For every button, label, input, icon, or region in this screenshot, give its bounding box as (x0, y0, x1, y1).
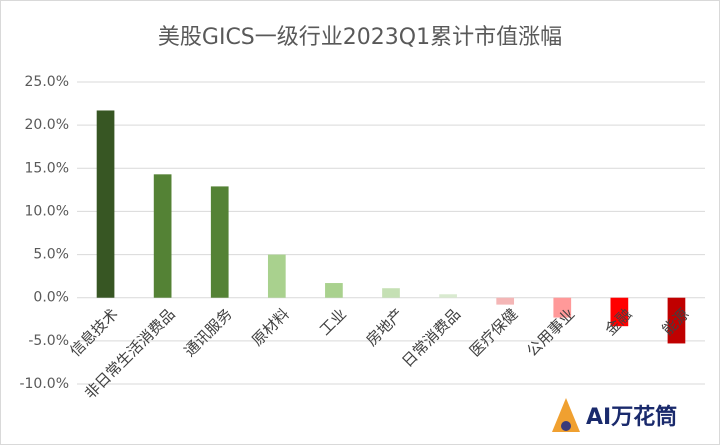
bar (667, 297, 686, 344)
y-tick-label: 10.0% (25, 203, 69, 219)
watermark-logo-dot (561, 421, 571, 431)
bar (496, 297, 515, 305)
y-tick-label: 5.0% (33, 247, 69, 263)
bar (610, 297, 629, 327)
y-tick-label: 20.0% (25, 117, 69, 133)
y-tick-label: 25.0% (25, 74, 69, 90)
watermark-text: AI万花筒 (586, 404, 677, 430)
y-tick-label: -10.0% (19, 376, 69, 392)
y-tick-label: 0.0% (33, 290, 69, 306)
y-tick-label: 15.0% (25, 160, 69, 176)
watermark-logo (552, 398, 580, 432)
bar (439, 294, 457, 298)
bar (553, 297, 572, 318)
bar (96, 110, 115, 298)
bar (382, 288, 400, 298)
bar (325, 283, 343, 298)
y-tick-label: -5.0% (28, 333, 69, 349)
chart-title: 美股GICS一级行业2023Q1累计市值涨幅 (158, 25, 562, 50)
bar (267, 254, 286, 298)
bar (210, 186, 229, 298)
watermark: AI万花筒 (552, 398, 677, 432)
bar (153, 174, 172, 298)
